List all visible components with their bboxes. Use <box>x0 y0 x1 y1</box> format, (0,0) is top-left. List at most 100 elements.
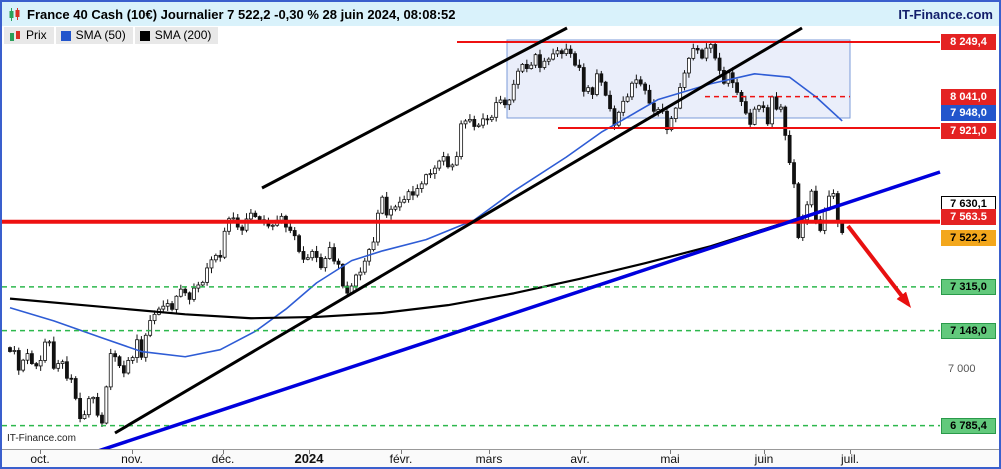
candle <box>323 258 328 269</box>
trendline-3[interactable] <box>77 170 941 449</box>
candle <box>717 57 722 71</box>
candle <box>634 79 639 84</box>
legend-item-sma50[interactable]: SMA (50) <box>55 27 133 44</box>
candle <box>682 72 687 88</box>
candle <box>481 118 485 126</box>
candle <box>586 87 591 92</box>
price-axis-label[interactable]: 7 948,0 <box>941 104 996 121</box>
candle <box>424 174 429 185</box>
candle <box>752 108 757 125</box>
price-axis-label[interactable]: 7 921,0 <box>941 123 996 140</box>
legend-item-sma200[interactable]: SMA (200) <box>134 27 219 44</box>
candle <box>415 188 420 196</box>
candle <box>231 217 236 220</box>
candle <box>240 226 245 231</box>
month-label: mai <box>660 452 680 466</box>
legend-item-price[interactable]: Prix <box>4 27 54 44</box>
candle <box>376 212 380 243</box>
candle <box>638 79 643 85</box>
trendline-1[interactable] <box>261 26 568 190</box>
sell-arrow[interactable] <box>846 224 912 308</box>
price-axis-label[interactable]: 7 148,0 <box>941 322 996 339</box>
candle <box>726 72 731 84</box>
candle <box>135 339 139 358</box>
candle <box>831 193 836 197</box>
candle <box>796 183 801 238</box>
candle <box>529 64 534 69</box>
candle <box>603 81 608 96</box>
candle <box>104 386 109 424</box>
candle <box>279 215 284 221</box>
brand-link[interactable]: IT-Finance.com <box>898 6 993 22</box>
candle <box>555 50 560 55</box>
candle <box>498 99 503 104</box>
price-axis-label: 7 000 <box>948 363 976 376</box>
candle <box>34 363 39 367</box>
month-label: févr. <box>389 452 413 466</box>
candle <box>393 206 398 210</box>
month-label: avr. <box>570 452 590 466</box>
candle <box>743 101 748 114</box>
candle <box>25 353 30 361</box>
candle <box>340 263 345 287</box>
header-bar: France 40 Cash (10€) Journalier 7 522,2 … <box>2 2 999 26</box>
candle <box>647 89 652 104</box>
price-axis-label[interactable]: 6 785,4 <box>941 417 996 434</box>
candle <box>722 70 726 84</box>
trendline-2[interactable] <box>114 26 803 435</box>
candle <box>770 96 775 125</box>
candle <box>542 60 547 68</box>
candle <box>463 120 468 125</box>
price-axis-label[interactable]: 7 522,2 <box>941 229 996 246</box>
price-axis-label[interactable]: 7 315,0 <box>941 278 996 295</box>
candle <box>524 63 529 69</box>
sma200-swatch-icon <box>139 30 150 41</box>
candle <box>319 257 323 269</box>
candle <box>783 106 788 136</box>
month-label: 2024 <box>294 451 324 466</box>
price-axis-label[interactable]: 8 249,4 <box>941 34 996 50</box>
candle <box>665 110 669 131</box>
candle <box>301 251 306 260</box>
candle <box>735 82 739 93</box>
candle <box>608 94 612 110</box>
candle <box>292 230 297 237</box>
candle <box>454 156 459 166</box>
price-axis-label[interactable]: 7 563.5 <box>941 208 996 225</box>
axis-tick <box>40 450 41 454</box>
chart-legend: Prix SMA (50) SMA (200) <box>4 27 219 44</box>
time-axis: oct. nov. déc. 2024 févr. mars avr. mai juin juil… <box>2 449 999 467</box>
month-label: déc. <box>211 452 235 466</box>
candle <box>564 48 569 55</box>
candle <box>56 363 61 369</box>
candle <box>595 73 599 95</box>
price-axis-label[interactable]: 8 041,0 <box>941 88 996 105</box>
price-chart[interactable] <box>2 26 999 449</box>
candle <box>625 96 630 102</box>
candle <box>196 284 201 289</box>
candle <box>121 365 126 374</box>
candle <box>459 123 464 157</box>
candle <box>787 134 792 164</box>
candle <box>95 396 100 416</box>
candle <box>209 259 214 269</box>
candle <box>516 70 520 85</box>
candle <box>310 251 315 259</box>
axis-tick <box>670 450 671 454</box>
candle <box>384 196 389 216</box>
candle <box>612 108 617 126</box>
candle <box>332 247 337 262</box>
candle <box>60 361 65 364</box>
candlestick-icon <box>9 7 20 21</box>
candle <box>840 221 845 233</box>
candle <box>446 156 450 168</box>
candle <box>559 50 564 55</box>
sma50-line <box>9 73 843 358</box>
candle <box>222 230 227 258</box>
candle <box>520 63 525 72</box>
candle <box>389 208 393 216</box>
candle <box>533 54 538 66</box>
candle <box>213 254 218 261</box>
candle <box>643 83 647 91</box>
candle <box>86 398 91 416</box>
